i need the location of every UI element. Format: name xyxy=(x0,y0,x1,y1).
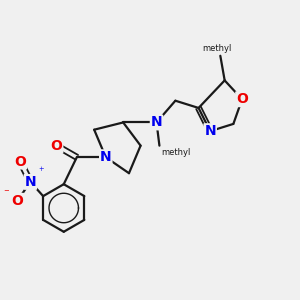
Text: $^-$: $^-$ xyxy=(2,188,10,198)
Text: methyl: methyl xyxy=(203,44,232,53)
Text: methyl: methyl xyxy=(161,148,190,157)
Text: O: O xyxy=(236,92,248,106)
Text: N: N xyxy=(100,150,112,164)
Text: $^+$: $^+$ xyxy=(37,167,45,177)
Text: N: N xyxy=(204,124,216,138)
Text: O: O xyxy=(14,154,26,169)
Text: N: N xyxy=(151,116,162,130)
Text: O: O xyxy=(51,139,62,153)
Text: N: N xyxy=(25,175,36,189)
Text: O: O xyxy=(11,194,23,208)
